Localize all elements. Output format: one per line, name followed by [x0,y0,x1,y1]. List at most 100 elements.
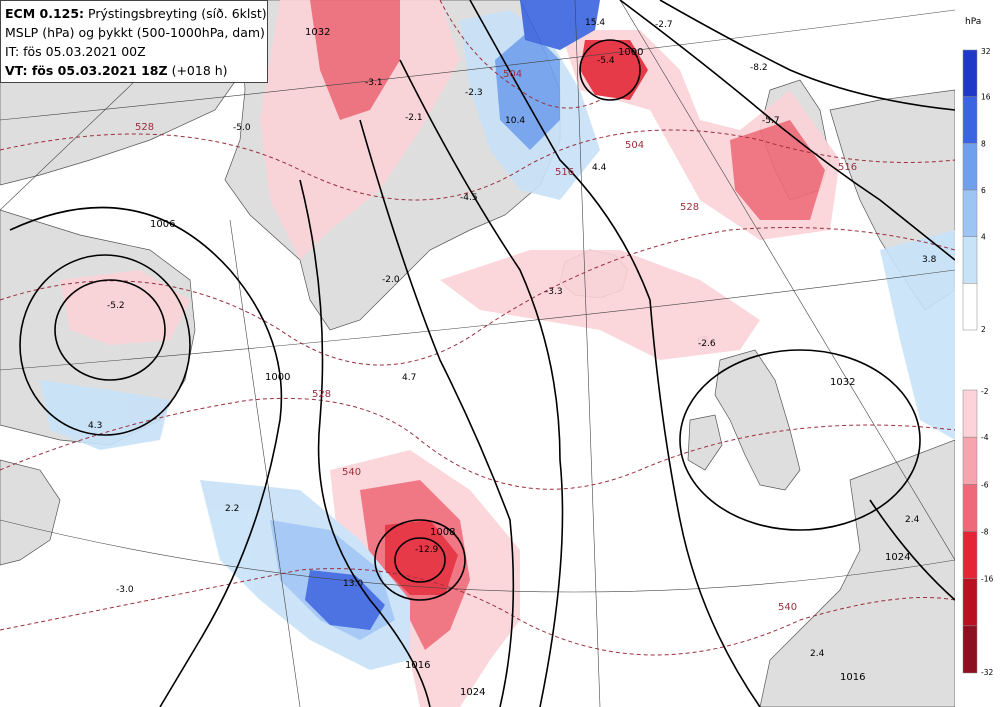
model-name: ECM 0.125: [5,6,85,21]
legend-swatch [962,143,978,191]
fall-region-iceland [440,250,760,360]
value-label: 10.4 [505,116,525,126]
europe-land [759,439,955,707]
isobar-label: 1016 [840,672,865,683]
field-description: MSLP (hPa) og þykkt (500-1000hPa, dam) [5,25,265,40]
legend-swatch [962,236,978,284]
legend-tick-label: 8 [981,139,986,148]
legend-swatch [962,531,978,579]
legend-tick-label: 16 [981,93,991,102]
legend-swatch [962,625,978,674]
isobar-atlantic-low-1 [374,519,466,601]
legend-tick-label: 6 [981,186,986,195]
thickness-labels: 528 516 504 528 528 540 540 504 516 [135,69,857,613]
isobar-baffin-low-inner [54,279,166,381]
value-label: -4.5 [460,193,478,203]
value-label: -5.7 [762,116,780,126]
value-label: -5.0 [233,123,251,133]
isobar-label: 1006 [150,219,175,230]
legend-tick-label: 2 [981,325,986,334]
legend-swatch [962,436,978,485]
value-label: 2.2 [225,504,239,514]
value-label: 4.4 [592,163,607,173]
value-label: -2.3 [465,88,483,98]
legend-swatch [962,484,978,532]
thickness-label: 504 [503,69,522,80]
value-label: 4.7 [402,373,416,383]
legend-swatch [962,189,978,237]
legend-swatch [962,389,978,438]
legend-unit: hPa [965,17,982,27]
value-label: 2.4 [810,649,825,659]
thickness-label: 528 [312,389,331,400]
valid-time: VT: fös 05.03.2021 18Z [5,63,168,78]
isobar-label: 1032 [305,27,330,38]
rise-region-labrador-sea [40,380,170,450]
isobar-label: 1024 [885,552,910,563]
value-labels: -2.1 -3.1 -5.0 -2.3 -5.4 -2.7 -8.2 -5.7 … [88,18,937,659]
fall-region-north-core [310,0,400,120]
isobar-atlantic-low-2 [394,537,446,583]
value-label: 3.8 [922,255,937,265]
isobars [9,0,955,707]
value-label: -12.9 [415,545,439,555]
value-label: 4.3 [88,421,102,431]
legend-tick-label: -6 [981,480,989,489]
thickness-label: 540 [342,467,361,478]
value-label: -2.0 [382,275,400,285]
legend-swatch [962,283,978,331]
value-label: -3.1 [365,78,383,88]
value-label: -2.7 [655,20,673,30]
legend-tick-label: -4 [981,433,989,442]
isobar-label: 1000 [618,47,643,58]
value-label: 13.0 [343,579,363,589]
isobar-ne-low [579,39,641,101]
legend-swatch [962,49,978,97]
isobar-label: 1024 [460,687,485,698]
rise-region-east [880,230,955,440]
legend-tick-label: -16 [981,575,993,584]
labrador-land [0,459,61,566]
value-label: 2.4 [905,515,920,525]
legend-swatch [962,96,978,144]
rise-region-greenland-core [495,30,560,150]
rise-region-nw [520,0,600,50]
legend-tick-label: -2 [981,387,989,396]
field-name: Prýstingsbreyting (síð. 6klst) [88,6,267,21]
pressure-change-shading [40,0,955,707]
thickness-label: 528 [135,122,154,133]
isobar-label: 1008 [430,527,455,538]
map-canvas: -2.1 -3.1 -5.0 -2.3 -5.4 -2.7 -8.2 -5.7 … [0,0,955,707]
ireland-land [687,414,723,471]
value-label: -3.0 [116,585,134,595]
fall-region-north [260,0,460,260]
isobar-baffin-low [19,254,191,436]
legend-bars: 32 16 8 6 4 2 -2 -4 -6 -8 -16 -32 [962,47,993,677]
value-label: -5.4 [597,56,615,66]
value-label: 15.4 [585,18,605,28]
isobar-label: 1000 [265,372,290,383]
legend-tick-label: 32 [981,47,991,56]
isobar-labels: 1032 1000 1006 1000 1032 1024 1016 1024 … [150,27,910,698]
color-legend: hPa 32 16 8 6 4 2 -2 -4 -6 -8 -16 -32 [955,0,1000,707]
initial-time: IT: fös 05.03.2021 00Z [5,44,146,59]
rise-region-atlantic-core [305,570,385,630]
fall-region-baffin [60,270,190,345]
value-label: -2.6 [698,339,716,349]
thickness-label: 540 [778,602,797,613]
thickness-label: 516 [838,162,857,173]
thickness-label: 504 [625,140,644,151]
legend-tick-label: -32 [981,668,993,677]
thickness-label: 516 [555,167,574,178]
thickness-label: 528 [680,202,699,213]
isobar-label: 1032 [830,377,855,388]
forecast-hour: (+018 h) [171,63,228,78]
legend-swatch [962,578,978,627]
legend-tick-label: -8 [981,528,989,537]
value-label: -5.2 [107,301,125,311]
value-label: -8.2 [750,63,768,73]
value-label: -2.1 [405,113,423,123]
map-info-box: ECM 0.125: Prýstingsbreyting (síð. 6klst… [0,0,268,83]
isobar-uk-high [679,349,921,531]
